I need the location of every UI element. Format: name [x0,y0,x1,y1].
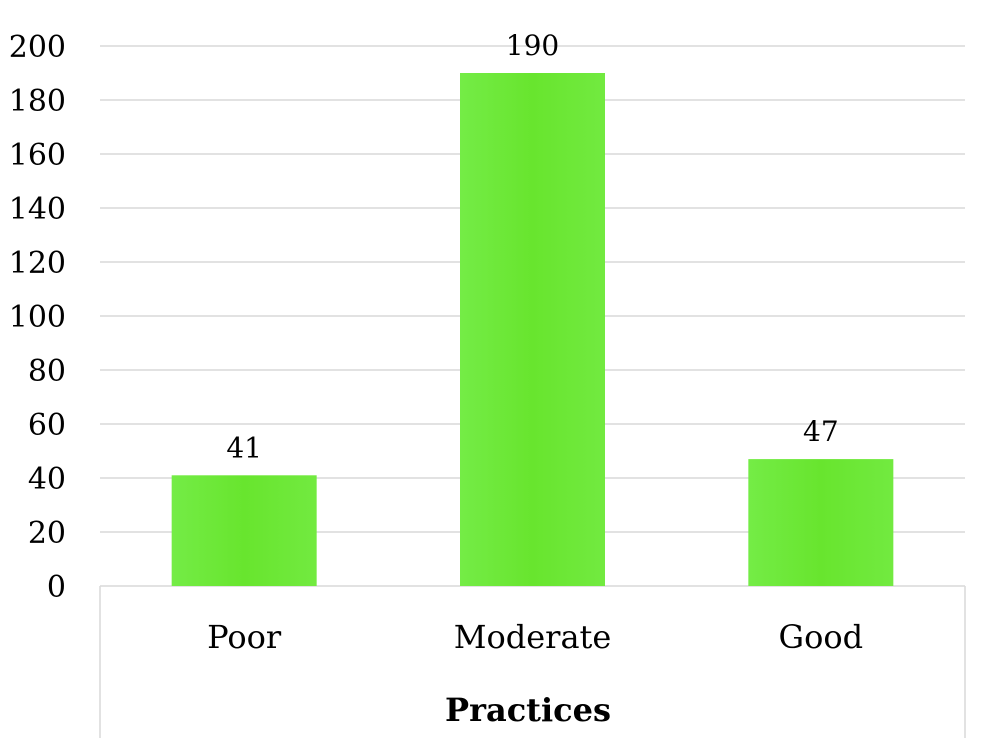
y-tick-label: 60 [28,408,66,443]
y-tick-label: 200 [9,30,66,65]
data-labels: 41 190 47 [226,29,838,464]
bar-poor [171,475,317,586]
bar-good [748,459,894,586]
y-tick-label: 160 [9,138,66,173]
data-label-good: 47 [803,415,839,448]
y-tick-label: 120 [9,246,66,281]
bars [171,73,894,586]
y-tick-label: 140 [9,192,66,227]
y-tick-label: 180 [9,84,66,119]
y-tick-label: 100 [9,300,66,335]
y-tick-label: 40 [28,462,66,497]
x-axis-title: Practices [445,691,611,729]
y-tick-label: 20 [28,516,66,551]
y-tick-label: 80 [28,354,66,389]
category-label-good: Good [779,618,864,656]
y-tick-label: 0 [47,570,66,605]
y-axis-ticks: 0 20 40 60 80 100 120 140 160 180 200 [9,30,66,605]
category-label-moderate: Moderate [454,618,612,656]
data-label-moderate: 190 [506,29,559,62]
data-label-poor: 41 [226,431,262,464]
category-label-poor: Poor [207,618,282,656]
bar-moderate [460,73,605,586]
x-axis-categories: Poor Moderate Good [207,618,863,656]
